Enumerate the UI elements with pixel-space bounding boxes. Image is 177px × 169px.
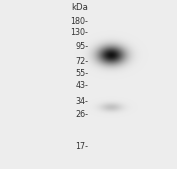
Text: 26-: 26- [76,110,88,119]
Text: kDa: kDa [72,3,88,12]
Text: 130-: 130- [71,28,88,38]
Text: 55-: 55- [75,69,88,78]
Text: 180-: 180- [71,17,88,26]
Text: 17-: 17- [76,142,88,151]
Text: 95-: 95- [75,42,88,51]
Text: 72-: 72- [75,57,88,66]
Text: 34-: 34- [76,97,88,106]
Text: 43-: 43- [76,81,88,90]
